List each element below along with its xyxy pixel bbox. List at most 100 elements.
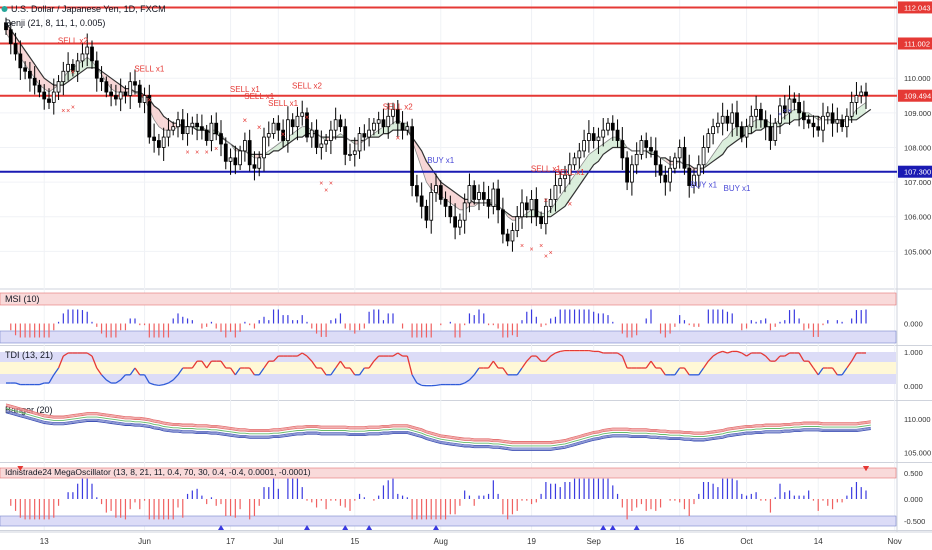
candle-body <box>309 129 314 138</box>
candle <box>391 102 395 125</box>
candle-body <box>367 129 371 138</box>
candle-body <box>663 174 668 183</box>
banger-band <box>5 412 871 451</box>
candle-body <box>123 91 128 96</box>
candle-body <box>816 126 821 131</box>
candle-body <box>787 98 792 114</box>
candle <box>825 106 830 125</box>
tdi-segment <box>220 360 227 369</box>
tdi-segment <box>774 355 781 362</box>
buy-arrow <box>609 525 616 530</box>
candle-body <box>13 43 18 55</box>
tdi-segment <box>177 367 184 376</box>
candle <box>481 181 486 206</box>
tdi-segment <box>717 350 723 354</box>
candle <box>802 100 806 130</box>
cloud-segment-bear <box>120 85 126 93</box>
buy-arrow <box>218 525 224 530</box>
candle <box>567 152 572 185</box>
tdi-segment <box>727 350 733 354</box>
candle-body <box>28 70 32 79</box>
candle <box>558 172 563 194</box>
candle-body <box>8 29 13 44</box>
panel-tick: 0.000 <box>904 320 923 329</box>
y-tick-label: 107.000 <box>904 178 931 187</box>
panel-title: Idnistrade24 MegaOscillator (13, 8, 21, … <box>5 467 311 477</box>
tdi-segment <box>468 374 475 381</box>
candle <box>510 222 515 252</box>
panel-tick: -0.500 <box>904 517 925 526</box>
candle-body <box>80 53 85 62</box>
candle-body <box>720 115 725 124</box>
candle <box>472 180 477 205</box>
candle-body <box>200 126 204 131</box>
price-tag: 111.002 <box>898 37 932 50</box>
candle <box>343 118 348 166</box>
candle-body <box>338 119 343 128</box>
sell-marker: × <box>305 113 310 122</box>
candle-body <box>381 119 386 128</box>
candle <box>247 129 252 172</box>
candle <box>133 69 137 95</box>
candle-body <box>524 202 529 211</box>
tdi-segment <box>311 360 318 369</box>
candle <box>424 199 429 229</box>
candle-body <box>849 102 854 117</box>
candle <box>195 113 199 141</box>
candle <box>620 127 625 170</box>
candle <box>367 118 371 147</box>
candle <box>123 85 128 104</box>
candle-body <box>438 185 443 200</box>
tdi-segment <box>722 350 728 354</box>
candle-body <box>534 199 539 218</box>
candle <box>529 190 534 224</box>
candle-body <box>653 150 658 166</box>
candle-body <box>692 174 696 186</box>
candle <box>219 120 223 157</box>
sell-signal-label: SELL x1 <box>244 92 274 101</box>
candle-body <box>768 126 773 141</box>
tdi-segment <box>798 352 805 362</box>
tdi-segment <box>120 374 126 381</box>
candle-body <box>802 112 806 121</box>
mega-upper-zone <box>0 467 897 479</box>
candle <box>286 106 290 153</box>
candle <box>797 93 801 127</box>
candle <box>520 189 524 229</box>
candle <box>778 97 782 134</box>
candle <box>548 188 553 213</box>
candle-body <box>806 119 811 124</box>
candle-body <box>835 119 840 124</box>
candle <box>209 115 214 152</box>
candle <box>768 114 773 150</box>
candle <box>438 180 443 205</box>
candle-body <box>864 91 868 96</box>
signal-cross: × <box>539 243 543 250</box>
sell-signal-label: SELL x1 <box>230 85 260 94</box>
tdi-segment <box>784 352 790 357</box>
tdi-segment <box>832 367 838 376</box>
x-tick-label: 17 <box>226 537 235 546</box>
tdi-segment <box>57 355 64 369</box>
sell-marker: × <box>257 123 262 132</box>
tdi-segment <box>201 360 208 369</box>
tdi-segment <box>736 350 742 354</box>
tdi-segment <box>435 383 441 386</box>
candle <box>372 118 376 136</box>
cloud-segment-bull <box>732 126 737 144</box>
tdi-segment <box>464 379 470 384</box>
candle <box>553 172 558 212</box>
tdi-segment <box>416 382 422 386</box>
candle <box>754 95 758 129</box>
candle <box>601 118 606 147</box>
tdi-segment <box>368 360 375 369</box>
cloud-segment-bull <box>555 195 561 214</box>
candle-body <box>257 157 262 169</box>
y-tick-label: 106.000 <box>904 213 931 222</box>
cloud-segment-bear <box>106 74 112 89</box>
candle <box>114 84 118 106</box>
sell-signal-label: SELL x1 <box>134 64 164 73</box>
candle <box>544 198 548 235</box>
x-tick-label: 16 <box>675 537 684 546</box>
candle-body <box>243 140 247 152</box>
